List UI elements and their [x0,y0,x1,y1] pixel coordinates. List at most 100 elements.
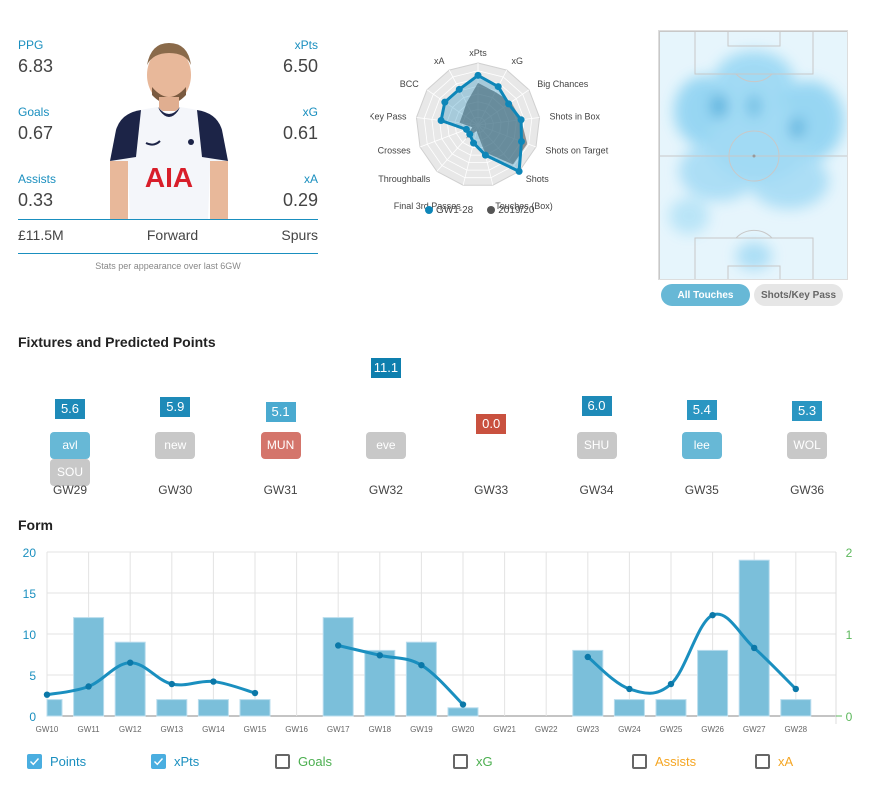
svg-text:GW20: GW20 [452,725,475,734]
stat-label: PPG [18,38,44,52]
predicted-points: 5.3 [792,400,823,421]
legend-toggle-points[interactable]: Points [27,754,86,769]
svg-text:AIA: AIA [145,162,193,193]
svg-text:GW19: GW19 [410,725,433,734]
predicted-points: 5.9 [160,396,191,417]
stat-value: 0.33 [18,190,54,210]
form-legend: Points xPts Goals xG Assists xA [0,754,869,774]
legend-toggle-assists[interactable]: Assists [632,754,696,769]
gameweek-label: GW36 [790,483,825,497]
svg-text:GW14: GW14 [202,725,225,734]
svg-text:20: 20 [23,546,37,560]
opponent-badge[interactable]: SOU [50,459,90,486]
svg-text:xA: xA [434,56,445,66]
svg-text:GW26: GW26 [701,725,724,734]
stat-label: xG [302,105,318,119]
checkbox-unchecked-icon[interactable] [453,754,468,769]
svg-text:GW28: GW28 [784,725,807,734]
stat-value: 6.83 [18,56,54,76]
svg-text:Throughballs: Throughballs [378,174,431,184]
svg-text:GW18: GW18 [368,725,391,734]
svg-text:BCC: BCC [400,79,420,89]
svg-text:GW23: GW23 [576,725,599,734]
pitch-icon [659,31,847,279]
radar-legend: GW1-28 2019/20 [425,205,534,216]
stat-xg: xG 0.61 [228,105,318,144]
stat-label: Assists [18,172,57,186]
svg-text:GW21: GW21 [493,725,516,734]
svg-text:0: 0 [29,710,36,724]
legend-dot-icon [425,206,433,214]
svg-text:GW24: GW24 [618,725,641,734]
svg-text:Crosses: Crosses [378,146,412,156]
stat-ppg: PPG 6.83 [18,38,108,77]
svg-text:Big Chances: Big Chances [537,79,589,89]
legend-label: xPts [174,754,200,769]
gameweek-label: GW31 [263,483,298,497]
gameweek-label: GW30 [158,483,193,497]
svg-text:Touches (Box): Touches (Box) [495,201,553,211]
gameweek-label: GW35 [684,483,719,497]
legend-label: Goals [298,754,332,769]
svg-text:xPts: xPts [469,48,487,58]
svg-text:Shots in Box: Shots in Box [549,111,600,121]
stat-label: xA [303,172,318,186]
player-info-row: £11.5M Forward Spurs [18,227,318,243]
divider [18,219,318,220]
svg-text:Shots: Shots [526,174,550,184]
opponent-badge[interactable]: lee [681,432,722,459]
legend-toggle-goals[interactable]: Goals [275,754,332,769]
checkbox-unchecked-icon[interactable] [632,754,647,769]
radar-chart: xPts xG Big Chances Shots in Box Shots on Ta… [370,48,609,211]
svg-text:xG: xG [511,56,523,66]
opponent-badge[interactable]: avl [50,432,90,459]
stat-value: 0.29 [282,190,318,210]
gameweek-label: GW29 [52,483,87,497]
legend-label: Assists [655,754,697,769]
stat-label: Goals [18,105,50,119]
all-touches-button[interactable]: All Touches [661,284,750,306]
player-team: Spurs [281,227,318,243]
gameweek-label: GW32 [368,483,403,497]
svg-text:GW22: GW22 [535,725,558,734]
legend-label: xG [476,754,493,769]
checkbox-checked-icon[interactable] [27,754,42,769]
svg-text:Shots on Target: Shots on Target [545,146,608,156]
player-card: PPG 6.83 Goals 0.67 Assists 0.33 xPts 6.… [18,30,318,275]
player-photo: AIA [110,43,228,219]
fixtures-title: Fixtures and Predicted Points [18,334,216,350]
legend-2019-20[interactable]: 2019/20 [487,205,534,216]
predicted-points: 11.1 [370,358,401,379]
checkbox-unchecked-icon[interactable] [275,754,290,769]
legend-gw1-28[interactable]: GW1-28 [425,205,473,216]
checkbox-checked-icon[interactable] [151,754,166,769]
opponent-badge[interactable]: eve [365,432,406,459]
svg-text:5: 5 [29,669,36,683]
player-price: £11.5M [18,227,64,243]
heatmap-toggle: All Touches Shots/Key Pass [661,284,843,306]
svg-text:GW16: GW16 [285,725,308,734]
svg-text:0: 0 [846,710,853,724]
opponent-badge[interactable]: SHU [576,432,617,459]
opponent-badge[interactable]: MUN [260,432,301,459]
stat-xpts: xPts 6.50 [228,38,318,77]
stat-goals: Goals 0.67 [18,105,108,144]
svg-text:GW17: GW17 [327,725,350,734]
opponent-badge[interactable]: new [155,432,196,459]
predicted-points: 0.0 [476,414,507,434]
shots-key-pass-button[interactable]: Shots/Key Pass [754,284,843,306]
stat-assists: Assists 0.33 [18,172,108,211]
legend-toggle-xpts[interactable]: xPts [151,754,199,769]
predicted-points: 6.0 [581,396,612,416]
legend-toggle-xa[interactable]: xA [755,754,793,769]
legend-label: xA [778,754,794,769]
svg-text:GW11: GW11 [78,725,101,734]
player-position: Forward [146,227,199,243]
svg-text:GW10: GW10 [36,725,59,734]
predicted-points: 5.4 [686,400,717,421]
svg-text:2: 2 [846,546,853,560]
predicted-points: 5.1 [265,402,296,423]
legend-toggle-xg[interactable]: xG [453,754,493,769]
checkbox-unchecked-icon[interactable] [755,754,770,769]
opponent-badge[interactable]: WOL [787,432,828,459]
